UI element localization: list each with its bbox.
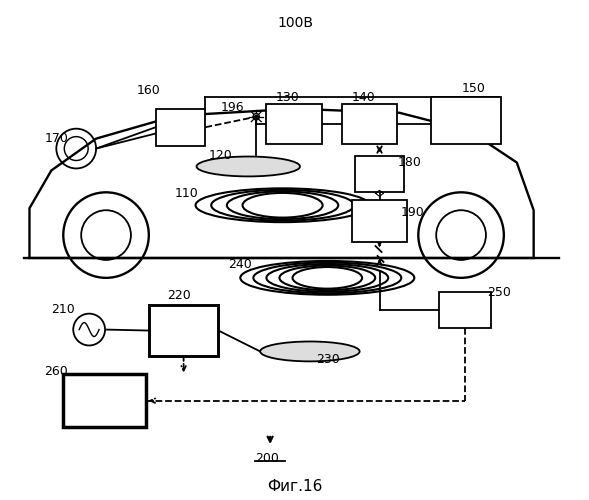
Text: 210: 210	[51, 303, 75, 316]
Text: 120: 120	[209, 149, 232, 162]
Text: 240: 240	[229, 258, 252, 272]
Bar	[439, 292, 491, 328]
Text: 110: 110	[175, 187, 198, 200]
Bar	[355, 156, 405, 192]
Text: 140: 140	[352, 92, 376, 104]
Bar	[266, 104, 322, 144]
Bar	[155, 109, 206, 146]
Ellipse shape	[260, 342, 360, 361]
Ellipse shape	[197, 156, 300, 176]
Text: 150: 150	[462, 82, 486, 96]
Text: 250: 250	[487, 286, 511, 300]
Bar	[149, 304, 219, 356]
Text: 190: 190	[401, 206, 424, 218]
Text: 220: 220	[167, 289, 190, 302]
Text: 170: 170	[44, 132, 68, 145]
Bar	[352, 200, 408, 242]
Text: 130: 130	[276, 92, 300, 104]
Circle shape	[73, 314, 105, 346]
Text: 230: 230	[316, 353, 340, 366]
Text: 180: 180	[398, 156, 421, 169]
Text: Фиг.16: Фиг.16	[267, 479, 323, 494]
Bar	[431, 97, 501, 144]
Text: 196: 196	[220, 102, 244, 114]
Text: 200: 200	[255, 452, 279, 466]
Bar	[342, 104, 398, 144]
Text: 160: 160	[137, 84, 161, 98]
Bar	[63, 374, 146, 427]
Text: 100В: 100В	[277, 16, 313, 30]
Text: 260: 260	[44, 365, 68, 378]
